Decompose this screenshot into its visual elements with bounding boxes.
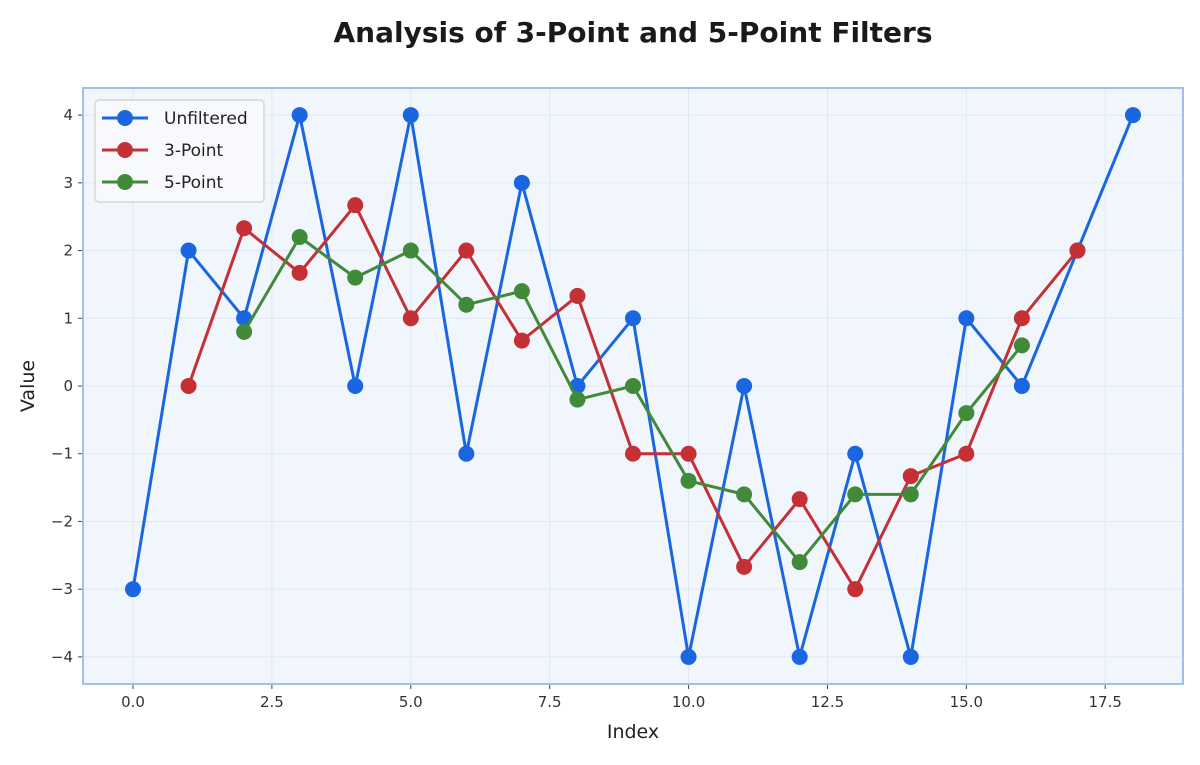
y-tick-label: 0 — [63, 377, 73, 395]
y-tick-label: 2 — [63, 242, 73, 260]
data-point — [847, 486, 864, 503]
data-point — [736, 486, 753, 503]
data-point — [402, 310, 419, 327]
data-point — [736, 558, 753, 575]
x-tick-label: 15.0 — [950, 693, 983, 711]
legend-marker — [117, 142, 133, 158]
data-point — [125, 581, 141, 598]
data-point — [625, 378, 641, 394]
y-tick-label: −2 — [51, 512, 73, 530]
data-point — [1125, 107, 1141, 124]
data-point — [1069, 242, 1086, 259]
legend-label: 3-Point — [164, 141, 223, 161]
data-point — [458, 445, 475, 462]
x-tick-label: 0.0 — [121, 693, 145, 711]
y-tick-label: 3 — [63, 174, 73, 192]
data-point — [1013, 310, 1030, 327]
data-point — [958, 405, 975, 422]
data-point — [569, 287, 586, 304]
legend-label: 5-Point — [164, 173, 223, 193]
y-tick-label: −3 — [51, 580, 73, 598]
data-point — [958, 445, 975, 462]
x-tick-label: 12.5 — [811, 693, 844, 711]
y-tick-label: −1 — [51, 445, 73, 463]
data-point — [1013, 378, 1030, 394]
data-point — [347, 197, 364, 214]
data-point — [513, 174, 530, 191]
legend-marker — [117, 174, 133, 190]
data-point — [1013, 337, 1030, 354]
x-tick-label: 7.5 — [538, 693, 562, 711]
data-point — [402, 242, 419, 259]
data-point — [513, 332, 530, 349]
data-point — [791, 648, 808, 665]
plot-border — [82, 87, 1184, 685]
data-point — [680, 648, 697, 665]
data-point — [347, 269, 364, 286]
x-tick-label: 10.0 — [672, 693, 705, 711]
data-point — [736, 378, 753, 394]
data-point — [513, 283, 530, 300]
data-point — [902, 486, 919, 503]
data-point — [236, 220, 253, 237]
x-axis-label: Index — [607, 721, 659, 743]
data-point — [291, 229, 308, 245]
data-point — [680, 472, 697, 489]
y-axis-label: Value — [17, 360, 39, 412]
data-point — [236, 323, 253, 340]
data-point — [569, 391, 586, 408]
legend-marker — [117, 110, 133, 126]
data-point — [291, 107, 308, 124]
data-point — [791, 491, 808, 508]
legend-box — [94, 99, 265, 203]
data-point — [458, 242, 475, 259]
y-tick-label: 4 — [63, 106, 73, 124]
data-point — [180, 378, 197, 394]
x-tick-label: 17.5 — [1089, 693, 1122, 711]
data-point — [402, 107, 419, 124]
x-tick-label: 2.5 — [260, 693, 284, 711]
data-point — [291, 264, 308, 281]
data-point — [847, 445, 864, 462]
data-point — [902, 648, 919, 665]
data-point — [458, 296, 475, 313]
data-point — [680, 445, 697, 462]
data-point — [958, 310, 975, 327]
data-point — [791, 554, 808, 571]
y-tick-label: 1 — [63, 309, 73, 327]
data-point — [347, 378, 364, 394]
y-tick-label: −4 — [51, 648, 73, 666]
data-point — [902, 468, 919, 485]
data-point — [180, 242, 197, 259]
data-point — [625, 445, 641, 462]
x-tick-label: 5.0 — [399, 693, 423, 711]
data-point — [625, 310, 641, 327]
chart-title: Analysis of 3-Point and 5-Point Filters — [333, 16, 932, 49]
legend-label: Unfiltered — [164, 109, 248, 129]
data-point — [847, 581, 864, 598]
